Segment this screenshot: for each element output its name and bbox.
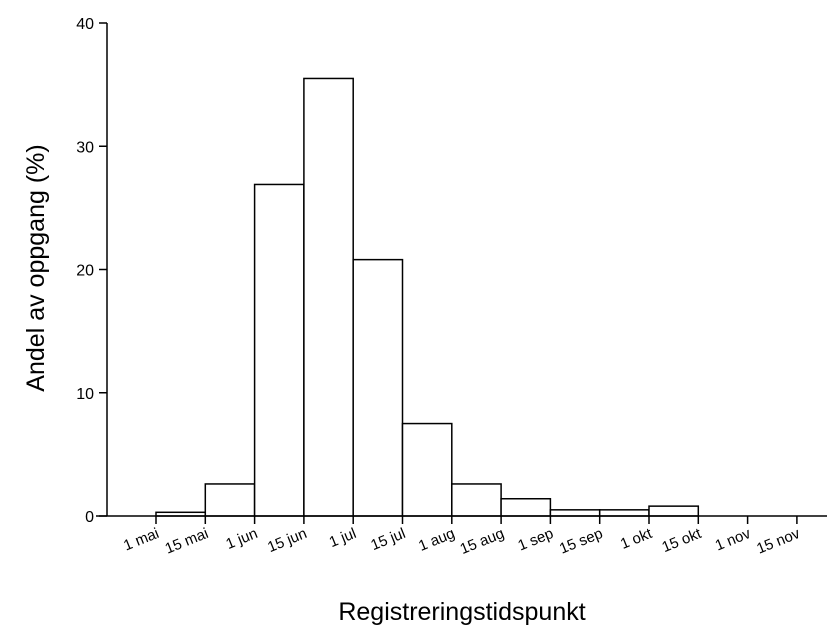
bar-5 <box>401 422 453 517</box>
x-tick-label: 15 mai <box>163 525 211 558</box>
x-tick-label: 1 sep <box>515 525 555 555</box>
bar-6 <box>451 483 502 517</box>
x-axis-title: Registreringstidspunkt <box>338 598 585 626</box>
x-tick-label: 15 jul <box>368 525 408 554</box>
bar-1 <box>204 483 256 517</box>
x-tick-label: 15 okt <box>660 525 705 556</box>
y-tick-label: 20 <box>76 263 94 280</box>
bar-8 <box>549 509 601 517</box>
bar-7 <box>500 497 552 517</box>
y-tick-label: 10 <box>76 386 94 403</box>
x-tick-label: 15 nov <box>754 525 803 558</box>
bar-3 <box>303 77 354 517</box>
y-tick-label: 30 <box>76 139 94 156</box>
x-ticks-group: 1 mai 15 mai 1 jun 15 jun 1 jul 15 jul 1 aug 15… <box>121 516 803 558</box>
x-tick-label: 15 sep <box>557 525 605 558</box>
x-tick-label: 1 jun <box>224 525 261 553</box>
x-tick-label: 15 aug <box>458 525 507 558</box>
bar-10 <box>648 505 700 517</box>
bar-9 <box>598 509 650 517</box>
x-tick-label: 1 nov <box>713 525 754 555</box>
x-tick-label: 1 aug <box>416 525 457 555</box>
x-tick-label: 1 mai <box>121 525 161 555</box>
y-ticks-group: 0 10 20 30 40 <box>76 16 107 526</box>
bar-4 <box>352 258 404 517</box>
y-axis-title: Andel av oppgang (%) <box>22 144 50 391</box>
x-tick-label: 1 jul <box>327 525 359 551</box>
bar-2 <box>253 183 305 517</box>
y-tick-label: 0 <box>85 509 94 526</box>
y-tick-label: 40 <box>76 16 94 33</box>
x-tick-label: 15 jun <box>265 525 309 556</box>
bars-group <box>155 77 700 517</box>
x-tick-label: 1 okt <box>618 525 655 553</box>
